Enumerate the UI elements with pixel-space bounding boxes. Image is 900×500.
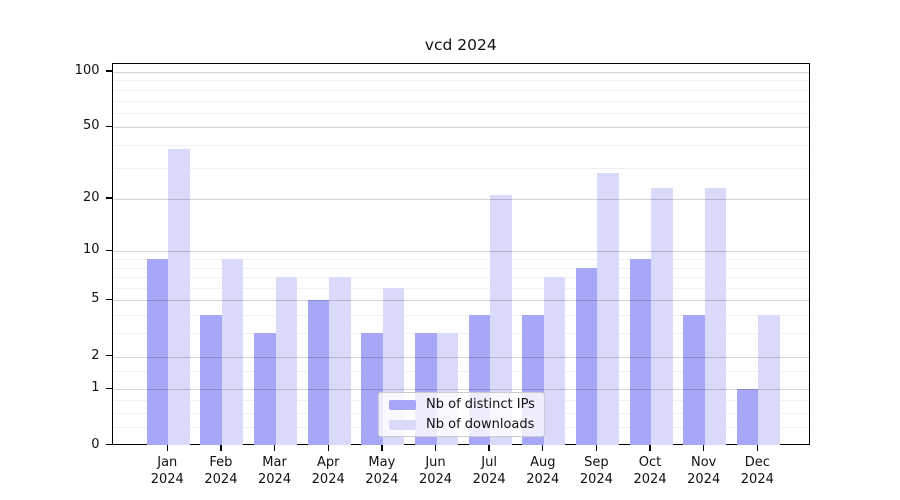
major-gridline-20 <box>112 199 809 201</box>
chart-title: vcd 2024 <box>424 36 497 54</box>
x-tick-mark-jan <box>166 444 168 451</box>
x-tick-label-jul: Jul 2024 <box>472 454 506 487</box>
major-gridline-100 <box>112 72 809 73</box>
bar-ips-dec <box>736 389 759 446</box>
x-tick-mark-jul <box>488 444 490 451</box>
x-tick-label-jun: Jun 2024 <box>418 454 453 487</box>
legend: Nb of distinct IPs Nb of downloads <box>378 392 545 437</box>
bar-ips-mar <box>254 333 276 446</box>
bar-downloads-nov <box>704 188 727 446</box>
y-tick-label-5: 5 <box>91 291 100 307</box>
bar-downloads-apr <box>329 277 351 446</box>
y-tick-mark-50 <box>105 125 112 127</box>
y-tick-mark-2 <box>105 354 112 357</box>
x-tick-mark-oct <box>649 444 651 451</box>
x-tick-label-mar: Mar 2024 <box>258 454 292 487</box>
major-gridline-2 <box>112 356 809 358</box>
y-tick-label-2: 2 <box>91 347 100 363</box>
bar-downloads-jul <box>490 195 512 446</box>
legend-swatch-distinct-ips <box>389 399 416 410</box>
bar-downloads-mar <box>275 277 298 446</box>
bar-ips-nov <box>683 315 705 446</box>
x-tick-mark-feb <box>220 444 222 451</box>
major-gridline-1 <box>112 389 809 391</box>
x-tick-mark-nov <box>703 444 705 451</box>
x-tick-label-dec: Dec 2024 <box>740 454 774 487</box>
minor-gridline-7 <box>112 277 809 279</box>
x-tick-mark-aug <box>542 444 544 451</box>
major-gridline-50 <box>112 127 809 129</box>
legend-row-downloads: Nb of downloads <box>389 417 534 432</box>
legend-label-downloads: Nb of downloads <box>426 417 535 432</box>
minor-gridline-1.5 <box>112 371 809 373</box>
x-tick-label-jan: Jan 2024 <box>150 454 184 487</box>
major-gridline-10 <box>112 251 809 253</box>
y-tick-label-1: 1 <box>91 380 100 396</box>
y-tick-mark-100 <box>105 70 112 72</box>
minor-gridline-90 <box>112 80 809 82</box>
x-tick-mark-apr <box>327 444 329 451</box>
x-tick-mark-dec <box>756 444 759 451</box>
minor-gridline-6 <box>112 288 809 290</box>
bar-downloads-dec <box>758 315 780 446</box>
bar-downloads-sep <box>597 172 619 446</box>
bar-ips-oct <box>629 259 652 446</box>
bar-downloads-feb <box>221 259 244 446</box>
minor-gridline-8 <box>112 267 809 269</box>
plot-area <box>111 62 810 446</box>
x-tick-label-may: May 2024 <box>365 454 399 487</box>
x-tick-mark-may <box>381 444 383 451</box>
bar-ips-apr <box>307 300 330 446</box>
bar-downloads-oct <box>651 188 673 446</box>
x-tick-label-sep: Sep 2024 <box>579 454 613 487</box>
x-tick-label-oct: Oct 2024 <box>633 454 667 487</box>
x-tick-mark-mar <box>273 444 276 451</box>
legend-swatch-downloads <box>389 419 416 430</box>
minor-gridline-3 <box>112 333 809 335</box>
y-tick-label-50: 50 <box>82 118 100 134</box>
y-tick-label-100: 100 <box>74 63 100 78</box>
major-gridline-5 <box>112 300 809 302</box>
minor-gridline-70 <box>112 100 809 102</box>
bar-ips-feb <box>200 315 222 446</box>
bar-ips-sep <box>575 267 598 446</box>
y-tick-label-10: 10 <box>82 242 100 258</box>
x-tick-label-nov: Nov 2024 <box>687 454 721 487</box>
x-tick-label-apr: Apr 2024 <box>311 454 345 487</box>
bar-ips-may <box>361 333 383 446</box>
y-tick-mark-10 <box>105 249 112 252</box>
y-tick-mark-5 <box>105 298 112 301</box>
minor-gridline-80 <box>112 89 809 91</box>
x-tick-mark-jun <box>434 444 437 451</box>
bar-ips-jan <box>146 259 169 446</box>
legend-row-distinct-ips: Nb of distinct IPs <box>389 397 535 412</box>
x-tick-mark-sep <box>595 444 598 451</box>
x-tick-label-feb: Feb 2024 <box>204 454 238 487</box>
minor-gridline-4 <box>112 315 809 317</box>
minor-gridline-30 <box>112 167 809 169</box>
minor-gridline-9 <box>112 259 809 261</box>
bar-downloads-jan <box>168 149 190 446</box>
minor-gridline-60 <box>112 112 809 114</box>
y-tick-mark-20 <box>105 197 112 199</box>
y-tick-mark-0 <box>105 443 112 446</box>
minor-gridline-40 <box>112 144 809 146</box>
bar-downloads-aug <box>543 277 566 446</box>
y-tick-mark-1 <box>105 387 112 390</box>
y-tick-label-0: 0 <box>91 436 100 452</box>
x-tick-label-aug: Aug 2024 <box>526 454 560 487</box>
legend-label-distinct-ips: Nb of distinct IPs <box>426 397 535 412</box>
y-tick-label-20: 20 <box>82 190 100 206</box>
